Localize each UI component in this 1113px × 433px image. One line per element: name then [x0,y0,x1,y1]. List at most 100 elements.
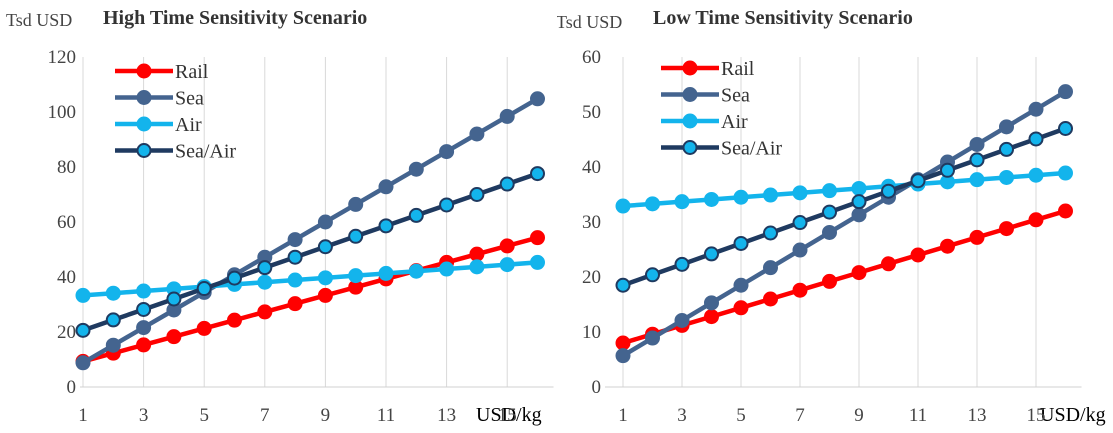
sea-air-point [105,312,121,328]
sea-air-point [704,246,719,262]
sea-point [674,312,690,328]
sea-point [408,161,424,177]
sea-point [704,295,719,311]
sea-air-point [733,235,749,251]
air-point [1058,165,1073,181]
x-unit-label: USD/kg [1040,404,1106,426]
rail-point [763,291,778,307]
rail-point [317,287,333,303]
high-sensitivity-chart-panel: Tsd USD High Time Sensitivity Scenario U… [0,0,557,428]
air-point [348,268,364,284]
y-tick-label: 20 [57,322,76,343]
rail-point [822,273,837,289]
legend-swatch-marker [682,60,698,76]
sea-point [999,119,1014,135]
y-tick-label: 100 [48,102,77,123]
sea-air-point [257,260,273,276]
sea-point [792,242,808,258]
air-point [287,272,303,288]
air-point [499,257,515,273]
rail-point [530,230,545,246]
sea-air-point [940,162,955,178]
air-point [75,287,91,303]
x-tick-label: 3 [677,405,687,426]
y-tick-label: 120 [48,47,77,68]
x-tick-label: 3 [139,405,149,426]
rail-point [469,246,485,262]
sea-point [439,144,455,160]
sea-point [317,214,333,230]
sea-point [136,320,152,336]
legend-label: Rail [175,61,209,83]
sea-air-point [999,141,1014,157]
y-tick-label: 0 [67,377,77,398]
legend-swatch-marker [136,116,152,132]
legend-swatch-marker [136,90,152,105]
legend-label: Sea/Air [721,138,782,160]
sea-point [1058,84,1073,100]
sea-air-point [499,176,515,192]
sea-point [1028,101,1044,117]
rail-point [733,300,749,316]
legend: Rail Sea Air Sea/Air [115,61,236,163]
sea-air-point [408,207,424,223]
sea-air-point [439,197,455,213]
sea-point [645,330,660,346]
sea-air-point [881,183,896,199]
y-tick-label: 40 [57,267,76,288]
y-tick-label: 60 [57,212,76,233]
legend-label: Air [175,114,202,136]
sea-line [621,89,1067,358]
y-tick-label: 0 [592,377,602,398]
sea-point [851,207,867,223]
air-point [378,265,394,281]
legend-label: Sea/Air [175,141,236,163]
sea-air-point [530,166,545,182]
sea-point [969,136,985,152]
y-unit-label: Tsd USD [557,12,622,32]
y-tick-label: 80 [57,157,76,178]
y-tick-label: 60 [582,47,601,68]
air-point [792,185,808,201]
sea-air-point [75,322,91,338]
legend-swatch-marker [682,87,698,102]
chart-title: Low Time Sensitivity Scenario [653,7,913,29]
x-tick-label: 9 [321,405,331,426]
sea-line [81,96,539,365]
y-tick-label: 50 [582,102,601,123]
air-point [851,180,867,196]
y-tick-label: 20 [582,267,601,288]
rail-point [881,256,896,272]
rail-point [196,320,212,336]
rail-point [999,221,1014,237]
high-sensitivity-chart: Tsd USD High Time Sensitivity Scenario U… [6,7,554,426]
series-sea [75,91,545,371]
legend-label: Sea [175,88,204,110]
sea-air-point [1028,131,1044,147]
sea-air-point [317,239,333,255]
air-point [530,254,545,270]
chart-title: High Time Sensitivity Scenario [103,7,367,29]
sea-air-point [348,228,364,244]
y-unit-label: Tsd USD [6,10,72,30]
sea-point [822,224,837,240]
air-point [704,191,719,207]
air-point [257,274,273,290]
sea-point [469,126,485,142]
sea-point [763,260,778,276]
air-point [999,169,1014,185]
sea-air-line [622,126,1067,288]
air-point [469,259,485,275]
sea-air-point [615,277,631,293]
series-air [75,254,545,303]
air-line [622,170,1066,209]
sea-point [287,232,303,248]
rail-line [622,208,1067,346]
x-tick-label: 1 [78,405,88,426]
sea-point [530,91,545,107]
sea-point [615,348,631,364]
sea-point [378,179,394,195]
sea-point [105,337,121,353]
legend: Rail Sea Air Sea/Air [661,58,782,160]
x-tick-label: 13 [968,405,987,426]
